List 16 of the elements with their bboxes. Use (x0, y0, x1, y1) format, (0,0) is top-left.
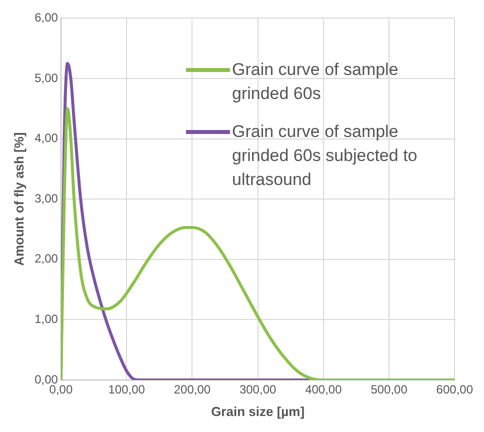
y-tick-label: 2,00 (34, 252, 58, 266)
y-tick-label: 4,00 (34, 131, 58, 146)
legend-label: Grain curve of sample grinded 60s subjected to ultrasound (232, 121, 418, 191)
y-axis-title: Amount of fly ash [%] (11, 132, 26, 266)
x-tick-label: 600,00 (436, 382, 474, 397)
x-tick-label: 100,00 (108, 382, 146, 397)
y-tick-label: 5,00 (34, 70, 58, 85)
legend-label: Grain curve of sample grinded 60s (232, 59, 400, 105)
y-tick-label: 3,00 (34, 191, 58, 206)
x-axis-title: Grain size [µm] (211, 404, 305, 419)
y-tick-label: 6,00 (34, 10, 58, 25)
x-tick-label: 200,00 (174, 382, 211, 397)
x-tick-label: 400,00 (305, 382, 342, 397)
x-tick-label: 500,00 (370, 382, 408, 397)
y-tick-label: 1,00 (34, 312, 58, 326)
x-tick-label: 300,00 (239, 382, 276, 397)
